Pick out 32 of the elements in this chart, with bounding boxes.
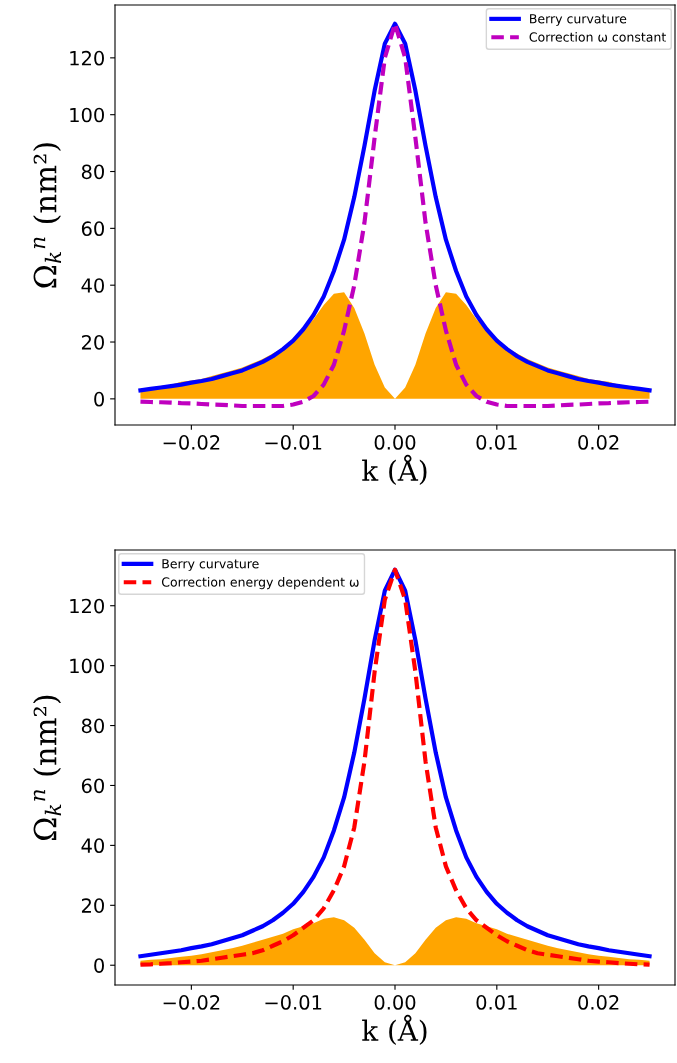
y-tick-label: 40	[81, 838, 104, 854]
legend-label: Correction energy dependent ω	[161, 577, 359, 590]
x-tick-label: −0.01	[265, 995, 322, 1010]
x-tick-label: 0.01	[476, 995, 517, 1010]
x-tick-label: 0.02	[578, 995, 619, 1010]
x-axis-title: k (Å)	[362, 1014, 427, 1045]
y-axis-title: Ω$_{k}$$^{n}$ (nm²)	[33, 695, 62, 841]
y-tick-label: 20	[81, 334, 104, 350]
y-tick-label: 80	[81, 164, 104, 180]
x-axis-title: k (Å)	[362, 454, 427, 485]
y-tick-label: 100	[70, 658, 104, 674]
x-tick-label: 0.02	[578, 435, 619, 450]
y-tick-label: 120	[70, 50, 104, 66]
y-tick-label: 0	[94, 391, 104, 407]
y-tick-label: 60	[81, 778, 104, 794]
legend-label: Correction ω constant	[529, 32, 666, 42]
y-tick-label: 120	[70, 598, 104, 614]
y-tick-label: 40	[81, 278, 104, 293]
y-axis-title: Ω$_{k}$$^{n}$ (nm²)	[33, 143, 62, 288]
x-tick-label: −0.01	[265, 435, 322, 450]
x-tick-label: 0.01	[476, 435, 517, 450]
x-tick-label: −0.02	[163, 995, 220, 1010]
y-tick-label: 60	[81, 221, 104, 237]
x-tick-label: 0.00	[374, 995, 416, 1010]
y-tick-label: 0	[94, 958, 104, 973]
y-tick-label: 100	[70, 107, 104, 123]
legend-label: Berry curvature	[530, 14, 627, 26]
legend-label: Berry curvature	[162, 559, 259, 571]
x-tick-label: −0.02	[163, 435, 220, 450]
y-tick-label: 20	[81, 898, 104, 913]
x-tick-label: 0.00	[374, 435, 416, 450]
y-tick-label: 80	[81, 718, 104, 734]
